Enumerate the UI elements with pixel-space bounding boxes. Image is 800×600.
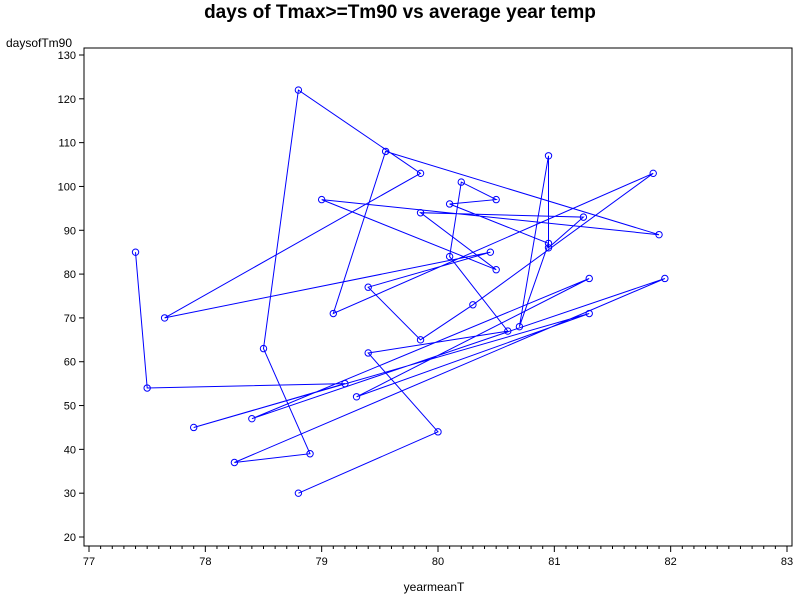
data-point xyxy=(661,274,669,283)
data-point xyxy=(416,169,425,178)
y-tick-label: 90 xyxy=(64,225,76,237)
y-tick-label: 130 xyxy=(58,50,76,62)
data-point xyxy=(230,458,239,467)
series-line xyxy=(135,89,666,494)
y-tick-label: 50 xyxy=(64,401,76,413)
data-point xyxy=(579,213,588,221)
x-axis-label: yearmeanT xyxy=(403,580,465,594)
data-point xyxy=(160,314,169,322)
data-point xyxy=(131,248,140,256)
x-tick-label: 80 xyxy=(432,556,444,568)
data-point xyxy=(259,344,268,353)
y-tick-label: 40 xyxy=(64,444,76,456)
x-tick-label: 81 xyxy=(548,556,560,568)
data-point xyxy=(190,423,198,432)
y-tick-label: 60 xyxy=(64,357,76,369)
data-point xyxy=(544,244,553,252)
y-axis-label: daysofTm90 xyxy=(6,36,73,50)
y-tick-label: 120 xyxy=(58,94,76,106)
data-point xyxy=(416,336,425,344)
chart-title: days of Tmax>=Tm90 vs average year temp xyxy=(204,2,596,23)
y-tick-label: 100 xyxy=(58,181,76,193)
x-tick-label: 83 xyxy=(781,556,793,568)
data-point xyxy=(445,252,454,261)
data-point xyxy=(486,248,495,256)
data-point xyxy=(492,266,500,274)
x-tick-label: 79 xyxy=(316,556,328,568)
data-point xyxy=(469,301,477,309)
data-point xyxy=(306,450,314,458)
data-point xyxy=(655,230,663,239)
data-point xyxy=(445,200,454,208)
data-point xyxy=(585,274,593,283)
data-point xyxy=(434,428,442,436)
data-point xyxy=(143,384,151,392)
plot-frame xyxy=(83,47,793,547)
data-point xyxy=(294,489,303,497)
data-point xyxy=(329,309,337,318)
y-tick-label: 20 xyxy=(64,532,76,544)
x-tick-label: 78 xyxy=(199,556,211,568)
data-point xyxy=(416,209,425,217)
data-point xyxy=(515,322,524,331)
data-point xyxy=(317,195,326,204)
y-tick-label: 70 xyxy=(64,313,76,325)
data-point xyxy=(364,349,372,357)
data-point xyxy=(248,414,256,423)
data-point xyxy=(544,152,553,160)
data-point xyxy=(504,327,512,335)
data-point xyxy=(364,283,372,291)
y-tick-label: 30 xyxy=(64,488,76,500)
data-point xyxy=(649,169,657,178)
data-point xyxy=(544,239,553,248)
y-tick-label: 80 xyxy=(64,269,76,281)
data-point xyxy=(352,393,361,401)
y-tick-label: 110 xyxy=(58,138,76,150)
data-point xyxy=(381,147,390,156)
x-tick-label: 82 xyxy=(665,556,677,568)
data-point xyxy=(341,379,349,388)
x-tick-label: 77 xyxy=(83,556,95,568)
data-point xyxy=(457,178,465,186)
data-point xyxy=(294,86,303,94)
data-point xyxy=(492,195,500,204)
data-point xyxy=(585,309,593,318)
